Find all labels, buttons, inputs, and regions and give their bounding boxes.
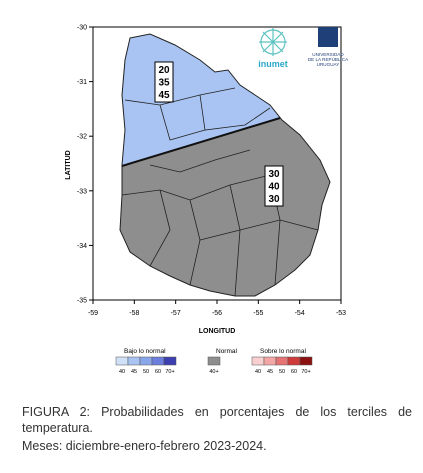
y-tick-label: -34 xyxy=(77,243,87,250)
legend-label: 45 xyxy=(267,369,273,375)
logos: inumet UNIVERSIDAD DE LA REPÚBLICA URUGUAY xyxy=(258,27,349,69)
legend-label: 50 xyxy=(143,369,149,375)
university-line: DE LA REPÚBLICA xyxy=(308,56,349,62)
y-tick-label: -30 xyxy=(77,25,87,32)
y-tick-label: -32 xyxy=(77,134,87,141)
legend-label: 40+ xyxy=(209,369,218,375)
legend-swatch xyxy=(251,356,265,366)
legend-title: Bajo lo normal xyxy=(124,348,166,355)
x-tick-label: -59 xyxy=(88,310,98,317)
legend-swatch xyxy=(127,356,141,366)
legend-label: 60 xyxy=(291,369,297,375)
inumet-logo: inumet xyxy=(258,59,288,69)
legend: Bajo lo normal 40 45 50 60 70+ Normal 40+ Sobre … xyxy=(115,348,313,375)
legend-swatch xyxy=(207,356,221,366)
legend-label: 60 xyxy=(155,369,161,375)
y-tick-label: -33 xyxy=(77,188,87,195)
legend-title: Sobre lo normal xyxy=(260,348,306,355)
probability: 40 xyxy=(268,182,280,193)
probability-box xyxy=(264,165,284,207)
caption-period: Meses: diciembre-enero-febrero 2023-2024… xyxy=(22,439,267,453)
y-tick-label: -31 xyxy=(77,79,87,86)
legend-title: Normal xyxy=(216,348,238,355)
probability: 45 xyxy=(158,90,170,101)
probability: 30 xyxy=(268,194,280,205)
legend-swatch xyxy=(163,356,177,366)
y-tick-label: -35 xyxy=(77,298,87,305)
legend-swatch xyxy=(151,356,165,366)
legend-label: 70+ xyxy=(165,369,174,375)
caption: FIGURA 2: Probabilidades en porcentajes … xyxy=(22,405,412,435)
legend-label: 50 xyxy=(279,369,285,375)
university-emblem xyxy=(318,27,338,47)
legend-swatch xyxy=(263,356,277,366)
legend-swatch xyxy=(115,356,129,366)
x-tick-label: -54 xyxy=(295,310,305,317)
probability: 35 xyxy=(158,78,170,89)
legend-swatch xyxy=(287,356,301,366)
probability: 30 xyxy=(268,169,280,180)
x-tick-label: -57 xyxy=(171,310,181,317)
university-line: UNIVERSIDAD xyxy=(312,52,344,57)
x-tick-label: -56 xyxy=(212,310,222,317)
legend-label: 70+ xyxy=(301,369,310,375)
map-figure: inumet UNIVERSIDAD DE LA REPÚBLICA URUGUAY… xyxy=(65,25,349,376)
legend-label: 45 xyxy=(131,369,137,375)
legend-label: 40 xyxy=(119,369,125,375)
x-axis-title: LONGITUD xyxy=(199,328,236,335)
legend-swatch xyxy=(139,356,153,366)
legend-swatch xyxy=(275,356,289,366)
axes: -59 -58 -57 -56 -55 -54 -53 -30 -31 -32 -33 -34 -35 xyxy=(77,25,346,318)
legend-swatch xyxy=(299,356,313,366)
x-tick-label: -53 xyxy=(336,310,346,317)
probability-box xyxy=(154,61,174,103)
x-tick-label: -58 xyxy=(129,310,139,317)
uruguay-map xyxy=(119,33,331,297)
university-logo: UNIVERSIDAD DE LA REPÚBLICA URUGUAY xyxy=(308,52,349,67)
university-line: URUGUAY xyxy=(317,62,340,67)
probability: 20 xyxy=(158,65,170,76)
legend-label: 40 xyxy=(255,369,261,375)
x-tick-label: -55 xyxy=(253,310,263,317)
y-axis-title: LATITUD xyxy=(65,150,72,179)
